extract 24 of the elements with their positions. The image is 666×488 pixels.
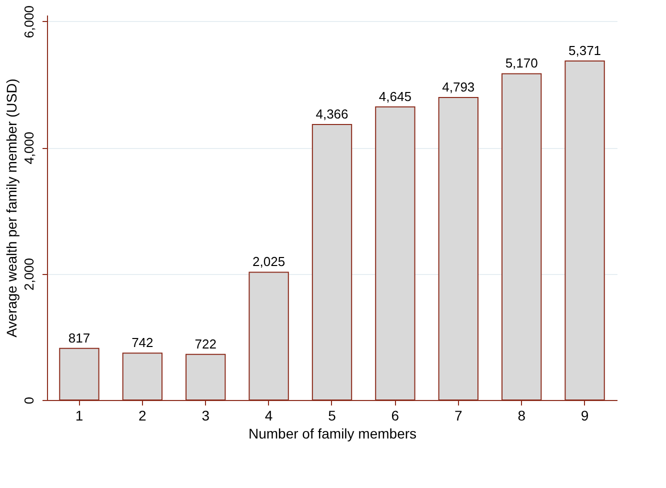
x-tick-label: 4 xyxy=(264,408,273,424)
x-tick-label: 6 xyxy=(391,408,400,424)
y-tick-label: 6,000 xyxy=(22,6,36,38)
data-label: 5,170 xyxy=(505,56,538,71)
data-label: 2,025 xyxy=(252,254,286,270)
y-tick-label: 4,000 xyxy=(22,132,36,164)
data-label: 5,371 xyxy=(568,43,602,58)
data-label: 817 xyxy=(68,330,90,346)
data-label: 742 xyxy=(132,335,154,350)
y-tick-label: 0 xyxy=(22,396,36,404)
data-label: 4,793 xyxy=(442,79,475,94)
data-label: 4,645 xyxy=(378,88,412,104)
x-tick-label: 2 xyxy=(138,408,147,424)
data-label: 4,366 xyxy=(316,106,348,122)
x-tick-label: 9 xyxy=(580,408,589,424)
x-tick-label: 1 xyxy=(75,408,84,424)
x-tick-label: 5 xyxy=(328,408,336,424)
x-tick-label: 8 xyxy=(518,408,526,424)
y-tick-label: 2,000 xyxy=(22,258,36,291)
x-tick-label: 7 xyxy=(454,408,462,424)
x-axis-title: Number of family members xyxy=(248,426,417,442)
y-axis-title: Average wealth per family member (USD) xyxy=(4,78,20,338)
x-tick-label: 3 xyxy=(202,408,210,424)
data-label: 722 xyxy=(194,336,216,352)
